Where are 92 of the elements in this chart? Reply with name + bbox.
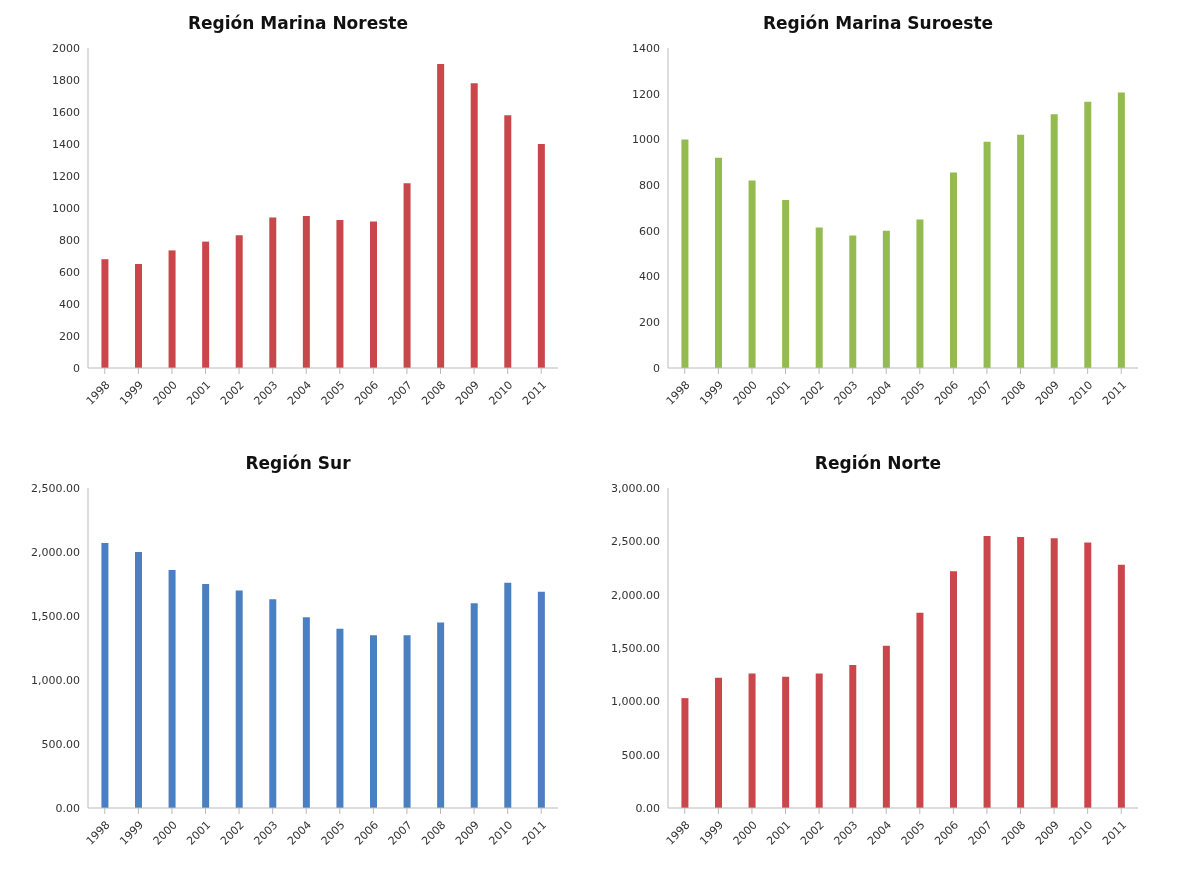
y-tick-label: 800 bbox=[639, 179, 660, 193]
y-tick-label: 1,000.00 bbox=[611, 695, 660, 709]
bar bbox=[537, 591, 545, 808]
bar bbox=[504, 582, 512, 808]
bar bbox=[437, 64, 445, 368]
y-tick-label: 800 bbox=[59, 233, 80, 247]
bar bbox=[1050, 538, 1058, 808]
y-tick-label: 600 bbox=[639, 224, 660, 238]
bar bbox=[336, 628, 344, 808]
bar bbox=[715, 157, 722, 368]
bar bbox=[302, 216, 310, 368]
bar bbox=[370, 635, 377, 808]
bar bbox=[882, 645, 890, 808]
y-tick-label: 500.00 bbox=[621, 748, 660, 762]
y-tick-label: 1600 bbox=[52, 105, 80, 119]
bar bbox=[1017, 537, 1025, 808]
chart-title: Región Sur bbox=[244, 452, 352, 475]
bar bbox=[748, 673, 756, 808]
bar bbox=[202, 584, 210, 808]
y-tick-label: 3,000.00 bbox=[611, 481, 660, 495]
y-tick-label: 200 bbox=[59, 329, 80, 343]
bar bbox=[269, 217, 277, 368]
y-tick-label: 400 bbox=[639, 270, 660, 284]
bar bbox=[135, 264, 142, 368]
bar bbox=[950, 172, 957, 368]
bar bbox=[135, 552, 142, 808]
bar bbox=[950, 571, 957, 808]
bar bbox=[235, 235, 243, 368]
y-tick-label: 1400 bbox=[632, 41, 660, 55]
bar bbox=[235, 590, 243, 808]
y-tick-label: 1,500.00 bbox=[611, 641, 660, 655]
y-tick-label: 2,500.00 bbox=[31, 481, 80, 495]
bar bbox=[1117, 564, 1125, 808]
chart-title: Región Marina Suroeste bbox=[761, 12, 995, 35]
bar bbox=[202, 241, 210, 368]
y-tick-label: 2,500.00 bbox=[611, 535, 660, 549]
bar bbox=[1084, 542, 1092, 808]
bar bbox=[849, 665, 857, 808]
y-tick-label: 0 bbox=[73, 361, 80, 375]
bar bbox=[815, 227, 823, 368]
bar bbox=[302, 617, 310, 808]
y-tick-label: 0 bbox=[653, 361, 660, 375]
bar bbox=[715, 677, 722, 808]
y-tick-label: 400 bbox=[59, 297, 80, 311]
y-tick-label: 1000 bbox=[52, 201, 80, 215]
bar bbox=[370, 221, 377, 368]
bar bbox=[681, 698, 689, 808]
y-tick-label: 0.00 bbox=[55, 801, 80, 815]
bar bbox=[983, 141, 991, 368]
bar bbox=[470, 603, 478, 808]
y-tick-label: 1400 bbox=[52, 137, 80, 151]
bar bbox=[269, 599, 277, 808]
bar bbox=[1017, 134, 1025, 368]
y-tick-label: 1000 bbox=[632, 133, 660, 147]
bar bbox=[336, 220, 344, 368]
y-tick-label: 200 bbox=[639, 316, 660, 330]
bar bbox=[815, 673, 823, 808]
y-tick-label: 1,000.00 bbox=[31, 673, 80, 687]
y-tick-label: 2,000.00 bbox=[31, 545, 80, 559]
bar bbox=[748, 180, 756, 368]
bar bbox=[101, 259, 109, 368]
bar bbox=[437, 622, 445, 808]
chart-title: Región Norte bbox=[813, 452, 943, 475]
bar bbox=[403, 635, 411, 808]
bar bbox=[983, 536, 991, 808]
bar bbox=[168, 569, 176, 808]
bar bbox=[504, 115, 512, 368]
y-tick-label: 0.00 bbox=[635, 801, 660, 815]
y-tick-label: 600 bbox=[59, 265, 80, 279]
bar bbox=[916, 612, 924, 808]
chart-title: Región Marina Noreste bbox=[187, 12, 409, 35]
bar bbox=[782, 200, 790, 368]
bar bbox=[849, 235, 857, 368]
bar bbox=[168, 250, 176, 368]
y-tick-label: 1200 bbox=[632, 87, 660, 101]
bar bbox=[1117, 92, 1125, 368]
bar bbox=[882, 230, 890, 368]
y-tick-label: 500.00 bbox=[41, 737, 80, 751]
bar bbox=[681, 139, 689, 368]
bar bbox=[537, 144, 545, 368]
y-tick-label: 2000 bbox=[52, 41, 80, 55]
y-tick-label: 2,000.00 bbox=[611, 588, 660, 602]
bar bbox=[1084, 101, 1092, 368]
y-tick-label: 1800 bbox=[52, 73, 80, 87]
bar bbox=[470, 83, 478, 368]
bar bbox=[916, 219, 924, 368]
y-tick-label: 1200 bbox=[52, 169, 80, 183]
bar bbox=[1050, 114, 1058, 368]
bar bbox=[782, 676, 790, 808]
bar bbox=[403, 183, 411, 368]
bar bbox=[101, 543, 109, 808]
y-tick-label: 1,500.00 bbox=[31, 609, 80, 623]
